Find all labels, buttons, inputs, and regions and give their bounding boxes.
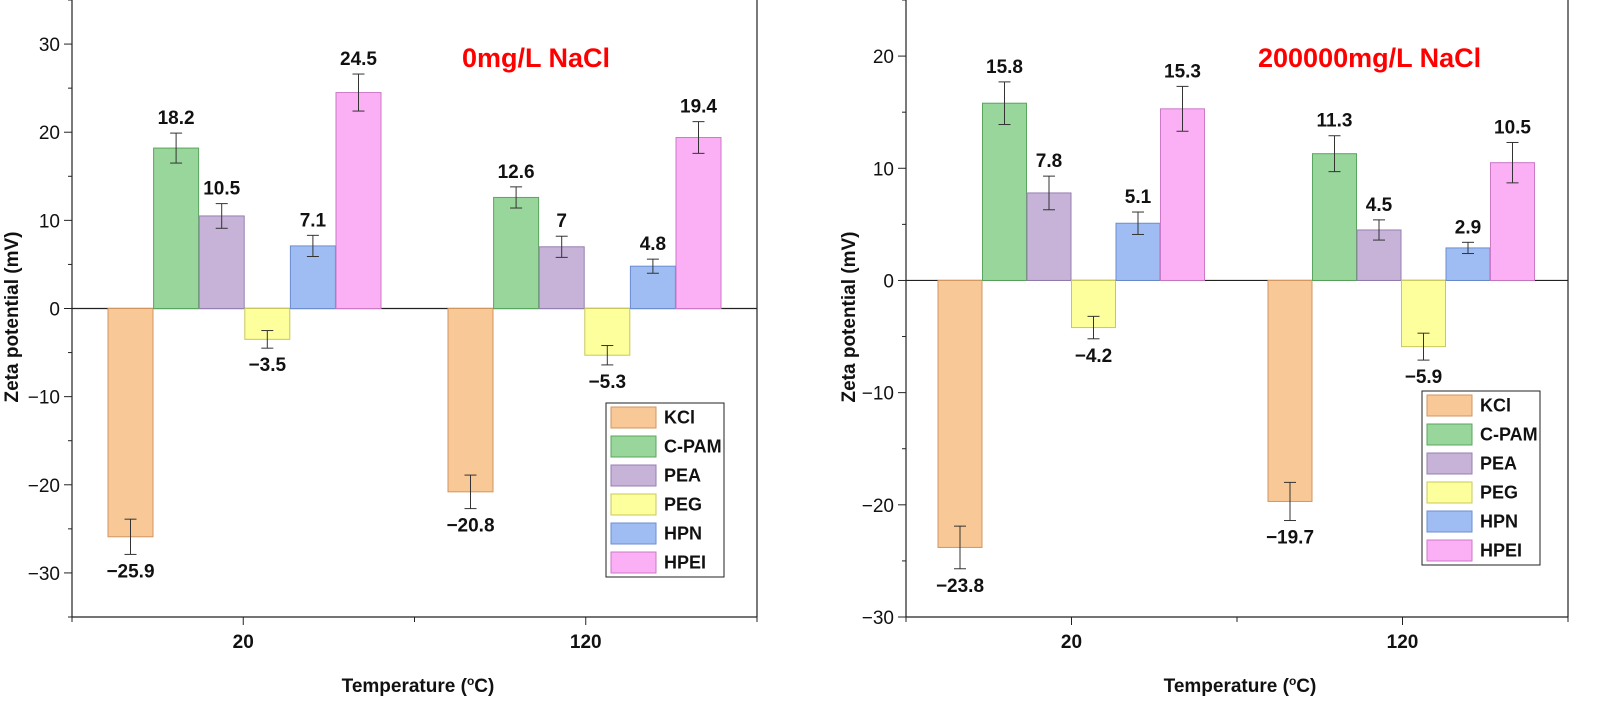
legend-label-pea: PEA — [1480, 454, 1517, 474]
legend-swatch-hpn — [610, 522, 657, 545]
data-label-kcl-20: −23.8 — [936, 576, 984, 597]
legend-label-peg: PEG — [664, 495, 702, 515]
legend-label-peg: PEG — [1480, 483, 1518, 503]
y-tick-label: −10 — [28, 388, 60, 409]
legend-swatch-hpei — [1426, 539, 1473, 562]
chart-left-x-axis-title-text: Temperature ( — [342, 676, 468, 697]
legend-box — [605, 402, 725, 578]
legend-swatch-hpei — [610, 551, 657, 574]
data-label-peg-120: −5.9 — [1405, 367, 1443, 388]
legend-swatch-c-pam — [610, 435, 657, 458]
x-tick-label: 120 — [1387, 632, 1419, 653]
y-tick-label: −30 — [28, 564, 60, 585]
chart-right-x-axis-title-text: Temperature ( — [1164, 676, 1290, 697]
data-label-peg-120: −5.3 — [589, 372, 627, 393]
data-label-hpei-120: 19.4 — [680, 97, 717, 118]
bar-kcl-120 — [447, 308, 494, 493]
y-tick-label: 10 — [39, 211, 60, 232]
data-label-pea-20: 7.8 — [1036, 151, 1062, 172]
chart-right-title: 200000mg/L NaCl — [1258, 43, 1481, 73]
legend-swatch-hpn — [1426, 510, 1473, 533]
data-label-hpei-20: 24.5 — [340, 49, 377, 70]
y-tick-label: −10 — [862, 384, 894, 405]
y-tick-label: 10 — [873, 159, 894, 180]
x-tick-label: 20 — [233, 632, 254, 653]
legend-swatch-peg — [1426, 481, 1473, 504]
legend-label-hpei: HPEI — [664, 553, 706, 573]
data-label-hpei-20: 15.3 — [1164, 61, 1201, 82]
chart-right-x-axis-title-unit: C) — [1296, 676, 1316, 697]
data-label-pea-120: 4.5 — [1366, 195, 1393, 216]
y-tick-label: 0 — [49, 300, 60, 321]
legend-swatch-pea — [610, 464, 657, 487]
legend-swatch-c-pam — [1426, 423, 1473, 446]
legend-swatch-kcl — [610, 406, 657, 429]
data-label-pea-120: 7 — [556, 211, 567, 232]
data-label-hpn-20: 7.1 — [300, 210, 327, 231]
y-tick-label: 30 — [39, 35, 60, 56]
chart-left-legend: KCl C-PAM PEA PEG HPN HPEI — [605, 402, 725, 578]
legend-box — [1421, 390, 1541, 566]
bar-c-pam-120 — [1312, 153, 1357, 281]
chart-left-y-axis-title: Zeta potential (mV) — [2, 231, 23, 402]
bar-kcl-20 — [107, 308, 154, 538]
legend-label-hpei: HPEI — [1480, 541, 1522, 561]
legend-swatch-kcl — [1426, 394, 1473, 417]
data-label-kcl-120: −20.8 — [446, 516, 494, 537]
y-tick-label: 0 — [883, 271, 894, 292]
legend-label-c-pam: C-PAM — [664, 437, 722, 457]
legend-label-hpn: HPN — [1480, 512, 1518, 532]
chart-right-legend: KCl C-PAM PEA PEG HPN HPEI — [1421, 390, 1541, 566]
chart-left-x-axis-title-sup: o — [467, 674, 474, 688]
y-tick-label: −20 — [862, 496, 894, 517]
bar-kcl-120 — [1267, 279, 1313, 502]
data-label-kcl-120: −19.7 — [1266, 528, 1314, 549]
bar-hpei-20 — [335, 92, 382, 309]
legend-label-hpn: HPN — [664, 524, 702, 544]
bar-c-pam-20 — [982, 102, 1027, 281]
legend-swatch-peg — [610, 493, 657, 516]
y-tick-label: 20 — [873, 47, 894, 68]
data-label-hpn-120: 2.9 — [1455, 217, 1481, 238]
y-tick-label: 20 — [39, 123, 60, 144]
chart-0mg-nacl: −30 −20 −10 0 10 20 30 20 120 −25.9 −20.8 18.2 12.6 1… — [2, 0, 758, 697]
legend-label-pea: PEA — [664, 466, 701, 486]
data-label-peg-20: −3.5 — [249, 355, 287, 376]
legend-label-kcl: KCl — [1480, 396, 1511, 416]
data-label-peg-20: −4.2 — [1075, 346, 1113, 367]
chart-right-marks: −30 −20 −10 0 10 20 20 120 −23.8 −19.7 15.8 11.3 7.8… — [862, 0, 1569, 653]
y-tick-label: −20 — [28, 476, 60, 497]
data-label-kcl-20: −25.9 — [106, 561, 154, 582]
chart-right-x-axis-title: Temperature (oC) — [1164, 674, 1317, 697]
data-label-pea-20: 10.5 — [203, 179, 240, 200]
data-label-c-pam-120: 12.6 — [498, 162, 535, 183]
chart-left-marks: −30 −20 −10 0 10 20 30 20 120 −25.9 −20.8 18.2 12.6 1… — [28, 0, 758, 653]
chart-right-x-axis-title-sup: o — [1289, 674, 1296, 688]
data-label-c-pam-20: 15.8 — [986, 57, 1023, 78]
legend-label-kcl: KCl — [664, 408, 695, 428]
legend-swatch-pea — [1426, 452, 1473, 475]
x-tick-label: 120 — [570, 632, 602, 653]
y-tick-label: −30 — [862, 608, 894, 629]
data-label-hpn-120: 4.8 — [640, 234, 666, 255]
bar-hpei-20 — [1160, 108, 1205, 281]
chart-left-x-axis-title: Temperature (oC) — [342, 674, 495, 697]
bar-c-pam-120 — [493, 196, 540, 309]
chart-left-title: 0mg/L NaCl — [462, 43, 610, 73]
bar-c-pam-20 — [153, 147, 200, 309]
chart-right-y-axis-title: Zeta potential (mV) — [839, 231, 860, 402]
bar-kcl-20 — [937, 279, 983, 548]
chart-left-x-axis-title-unit: C) — [474, 676, 494, 697]
data-label-hpei-120: 10.5 — [1494, 117, 1531, 138]
bar-pea-20 — [198, 215, 245, 309]
data-label-hpn-20: 5.1 — [1125, 187, 1152, 208]
chart-200000mg-nacl: −30 −20 −10 0 10 20 20 120 −23.8 −19.7 15.8 11.3 7.8… — [839, 0, 1569, 697]
legend-label-c-pam: C-PAM — [1480, 425, 1538, 445]
bar-hpei-120 — [675, 137, 722, 309]
x-tick-label: 20 — [1061, 632, 1082, 653]
data-label-c-pam-120: 11.3 — [1317, 111, 1353, 132]
data-label-c-pam-20: 18.2 — [158, 108, 195, 129]
